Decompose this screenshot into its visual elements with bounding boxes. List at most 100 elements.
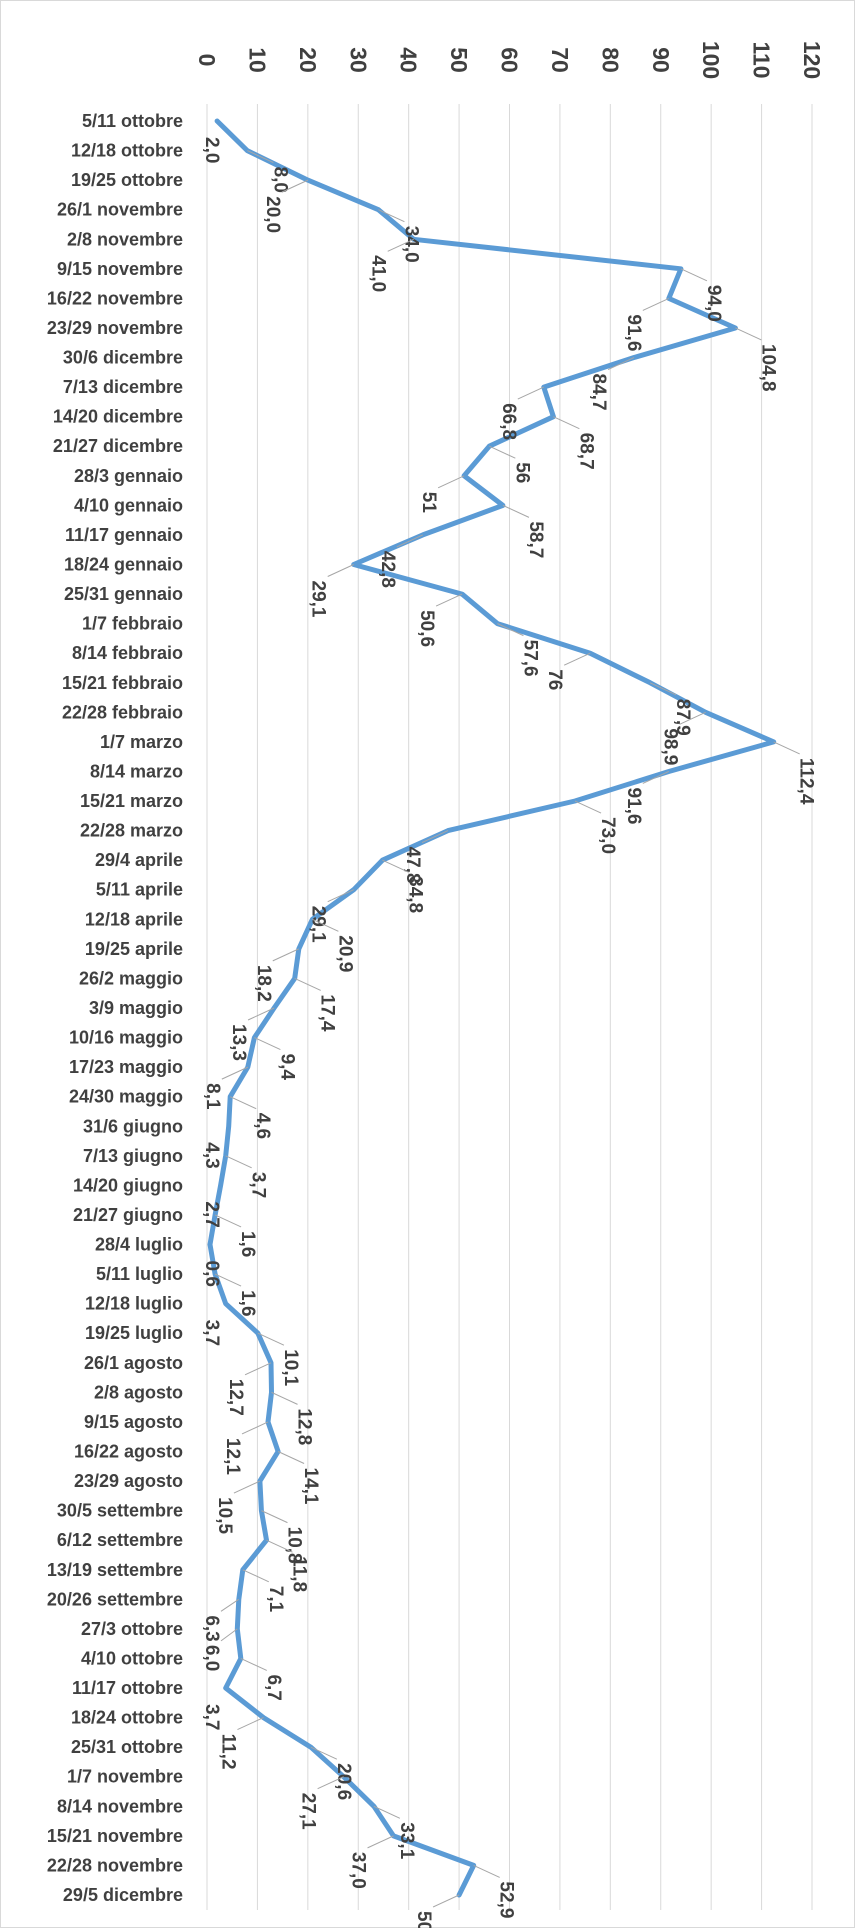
- category-label: 14/20 giugno: [73, 1175, 183, 1195]
- data-label-leader: [221, 1066, 249, 1080]
- data-label-leader: [294, 977, 321, 991]
- data-label-leader: [563, 652, 591, 666]
- data-label-leader: [225, 1155, 252, 1169]
- data-label: 91,6: [623, 787, 644, 824]
- data-label-leader: [489, 445, 516, 459]
- gridlines: [206, 104, 813, 1910]
- data-label: 20,9: [334, 935, 355, 972]
- category-label: 26/1 agosto: [84, 1353, 183, 1373]
- data-label-leader: [247, 150, 274, 164]
- data-label: 4,3: [201, 1142, 222, 1168]
- data-label: 14,1: [300, 1468, 321, 1505]
- data-label: 37,0: [348, 1852, 369, 1889]
- category-label: 11/17 ottobre: [72, 1678, 183, 1698]
- data-label-leader: [735, 327, 762, 341]
- data-label-leader: [396, 534, 423, 548]
- category-label: 1/7 novembre: [67, 1767, 183, 1787]
- category-label: 22/28 marzo: [80, 821, 183, 841]
- value-tick-label: 0: [194, 54, 220, 67]
- data-label-leader: [317, 1776, 344, 1790]
- category-label: 26/2 maggio: [79, 968, 183, 988]
- value-tick-label: 100: [698, 41, 724, 79]
- category-label: 15/21 febbraio: [62, 673, 183, 693]
- data-label: 6,3: [201, 1615, 222, 1641]
- data-label: 87,9: [672, 699, 693, 736]
- category-label: 7/13 dicembre: [63, 377, 183, 397]
- value-tick-label: 20: [295, 47, 321, 73]
- data-label: 57,6: [519, 640, 540, 677]
- data-label: 2,0: [201, 137, 222, 163]
- data-label: 51: [418, 492, 439, 514]
- category-label: 29/5 dicembre: [63, 1885, 183, 1905]
- data-label: 112,4: [796, 758, 817, 805]
- category-label: 30/6 dicembre: [63, 348, 183, 368]
- data-label-leader: [432, 1894, 460, 1908]
- category-label: 12/18 aprile: [85, 909, 183, 929]
- category-label: 18/24 gennaio: [64, 555, 183, 575]
- series: [207, 118, 777, 1898]
- category-label: 23/29 agosto: [74, 1471, 183, 1491]
- data-label: 34,8: [404, 876, 425, 913]
- data-label: 41,0: [368, 255, 389, 292]
- data-label: 1,6: [237, 1231, 258, 1257]
- category-label: 25/31 ottobre: [71, 1737, 183, 1757]
- data-label-leader: [271, 1391, 298, 1405]
- category-label: 9/15 agosto: [84, 1412, 183, 1432]
- data-label: 7,1: [265, 1586, 286, 1613]
- data-label-leader: [373, 1805, 401, 1819]
- value-tick-label: 80: [597, 47, 623, 73]
- data-label-leader: [281, 179, 309, 193]
- value-tick-label: 10: [244, 47, 270, 73]
- data-label: 76: [544, 669, 565, 690]
- data-label: 66,8: [498, 403, 519, 440]
- data-label: 58,7: [525, 521, 546, 558]
- category-label: 16/22 novembre: [47, 288, 183, 308]
- data-label: 47,8: [402, 847, 423, 884]
- data-label-leader: [437, 475, 465, 489]
- category-label: 2/8 novembre: [67, 229, 183, 249]
- data-label-leader: [257, 1332, 285, 1346]
- category-label: 30/5 settembre: [57, 1501, 183, 1521]
- category-label: 1/7 marzo: [100, 732, 183, 752]
- data-label-leader: [220, 1628, 238, 1642]
- category-label: 18/24 ottobre: [71, 1708, 183, 1728]
- value-tick-label: 90: [648, 47, 674, 73]
- data-label-leader: [574, 800, 602, 814]
- category-label: 22/28 novembre: [47, 1855, 183, 1875]
- category-label: 10/16 maggio: [69, 1028, 183, 1048]
- data-label: 29,1: [308, 581, 329, 618]
- data-label-leader: [607, 357, 635, 370]
- data-label: 52,9: [496, 1881, 517, 1918]
- data-label-leader: [229, 1096, 257, 1110]
- data-label: 6,7: [263, 1674, 284, 1700]
- category-label: 4/10 ottobre: [81, 1648, 183, 1668]
- category-label: 27/3 ottobre: [81, 1619, 183, 1639]
- data-label: 0,6: [201, 1261, 222, 1287]
- category-label: 12/18 ottobre: [71, 141, 183, 161]
- data-label-leader: [241, 1421, 269, 1435]
- data-label: 18,2: [253, 965, 274, 1002]
- category-label: 22/28 febbraio: [62, 702, 183, 722]
- series-line: [207, 118, 777, 1898]
- data-label: 12,1: [222, 1438, 243, 1475]
- data-label: 3,7: [201, 1704, 222, 1730]
- category-label: 4/10 gennaio: [74, 495, 183, 515]
- category-label: 7/13 giugno: [83, 1146, 183, 1166]
- category-label: 19/25 ottobre: [71, 170, 183, 190]
- data-label-leader: [382, 859, 409, 873]
- data-labels: 2,0 8,0 20,0 34,0 41,0 94,0 91,6 104,8 84,7 66,8 6…: [201, 137, 817, 1928]
- data-label: 11,8: [288, 1556, 309, 1592]
- data-label: 50,6: [416, 610, 437, 647]
- value-tick-label: 30: [345, 47, 371, 73]
- data-label-leader: [553, 416, 580, 430]
- category-label: 28/3 gennaio: [74, 466, 183, 486]
- data-label: 8,1: [202, 1083, 223, 1110]
- data-label: 34,0: [400, 226, 421, 263]
- data-label-leader: [502, 504, 530, 518]
- category-label: 1/7 febbraio: [82, 614, 183, 634]
- category-label: 8/14 febbraio: [72, 643, 183, 663]
- data-label-leader: [435, 593, 463, 607]
- data-label-leader: [312, 918, 339, 932]
- data-label: 73,0: [597, 817, 618, 854]
